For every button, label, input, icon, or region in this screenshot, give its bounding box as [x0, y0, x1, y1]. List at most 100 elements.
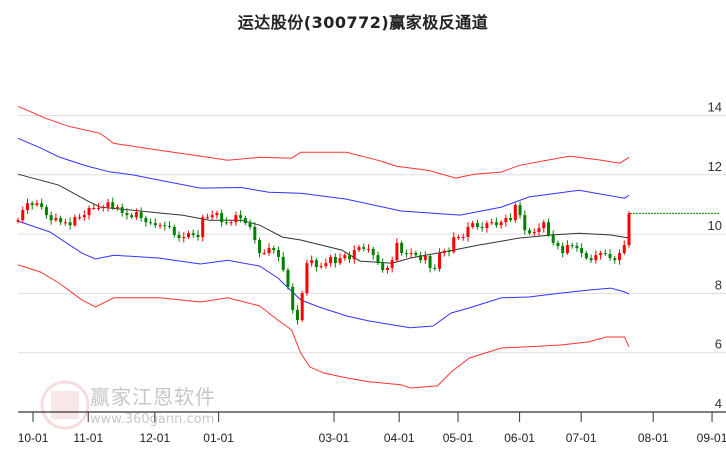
candle [551, 230, 555, 246]
candle-body [513, 205, 517, 221]
candle [352, 245, 356, 264]
candle-body [21, 210, 25, 221]
candle-body [196, 234, 200, 238]
candle [291, 283, 295, 314]
candle [589, 254, 593, 263]
watermark-brand: 赢家江恩软件 [90, 385, 216, 409]
candle [362, 243, 366, 252]
candle-body [125, 213, 129, 216]
candle-body [395, 242, 399, 261]
x-tick-label: 06-01 [504, 431, 535, 445]
candle-body [428, 256, 432, 268]
candle [556, 240, 560, 250]
candle [106, 198, 110, 212]
candle-body [385, 267, 389, 270]
candle-body [191, 233, 195, 235]
candle [584, 250, 588, 260]
candle [229, 219, 233, 226]
candle [153, 218, 157, 228]
candle-body [106, 202, 110, 208]
candle [622, 240, 626, 255]
candle-body [63, 222, 67, 224]
candle [115, 204, 119, 211]
watermark-url: www.360gann.com [90, 412, 215, 427]
candle-body [528, 230, 532, 234]
candle-body [262, 253, 266, 255]
candle [224, 217, 228, 225]
candle [215, 210, 219, 219]
candle [277, 246, 281, 262]
candle [319, 262, 323, 269]
candle-body [68, 222, 72, 226]
candle-body [139, 212, 143, 219]
candle [513, 202, 517, 223]
candle [456, 234, 460, 240]
candle [537, 223, 541, 236]
candle [357, 244, 361, 252]
candle [168, 221, 172, 229]
candle-body [371, 248, 375, 256]
candle-body [589, 258, 593, 261]
band-outer-upper [17, 105, 630, 179]
candle-body [149, 222, 153, 224]
candle [149, 218, 153, 225]
candle [163, 221, 167, 231]
candle-body [258, 240, 262, 254]
candle [210, 210, 214, 220]
candle [366, 244, 370, 253]
candle-body [333, 256, 337, 264]
candle-body [319, 266, 323, 268]
candle [627, 210, 631, 248]
candle [281, 252, 285, 272]
candle-body [163, 225, 167, 227]
candle-body [201, 217, 205, 238]
candle [324, 258, 328, 269]
candle-body [215, 213, 219, 216]
y-tick-label: 6 [715, 337, 722, 352]
candle [447, 247, 451, 257]
candle [471, 220, 475, 229]
candle [272, 245, 276, 254]
chart-title: 运达股份(300772)赢家极反通道 [237, 13, 489, 32]
candle-body [499, 222, 503, 226]
candle [59, 215, 63, 225]
candle-body [518, 205, 522, 216]
candle-body [205, 217, 209, 219]
candle-body [234, 215, 238, 223]
candle-body [158, 225, 162, 227]
candle [134, 208, 138, 220]
candle [196, 230, 200, 241]
candle-body [409, 253, 413, 255]
candle-body [310, 260, 314, 264]
candle-body [414, 253, 418, 256]
candle [54, 213, 58, 222]
candle-body [584, 253, 588, 259]
candle-body [575, 245, 579, 249]
x-tick-label: 05-01 [443, 431, 474, 445]
candle [333, 253, 337, 268]
candle-body [153, 223, 157, 226]
candle-body [475, 223, 479, 227]
candle-body [78, 217, 82, 219]
candle [125, 208, 129, 220]
candle-body [400, 242, 404, 254]
candle-body [92, 208, 96, 210]
candle [613, 255, 617, 264]
candle-body [381, 263, 385, 270]
candle-body [461, 237, 465, 239]
candle-body [281, 256, 285, 270]
candle [305, 259, 309, 296]
x-tick-label: 08-01 [638, 431, 669, 445]
candle-body [423, 256, 427, 261]
candle-body [253, 226, 257, 241]
candle [68, 217, 72, 230]
candle-body [35, 203, 39, 206]
candle [130, 212, 134, 219]
candle-body [243, 218, 247, 224]
candle-body [44, 207, 48, 216]
candle-body [580, 248, 584, 254]
candle-body [120, 207, 124, 214]
candle [35, 199, 39, 207]
candle [182, 232, 186, 243]
candle [480, 222, 484, 232]
